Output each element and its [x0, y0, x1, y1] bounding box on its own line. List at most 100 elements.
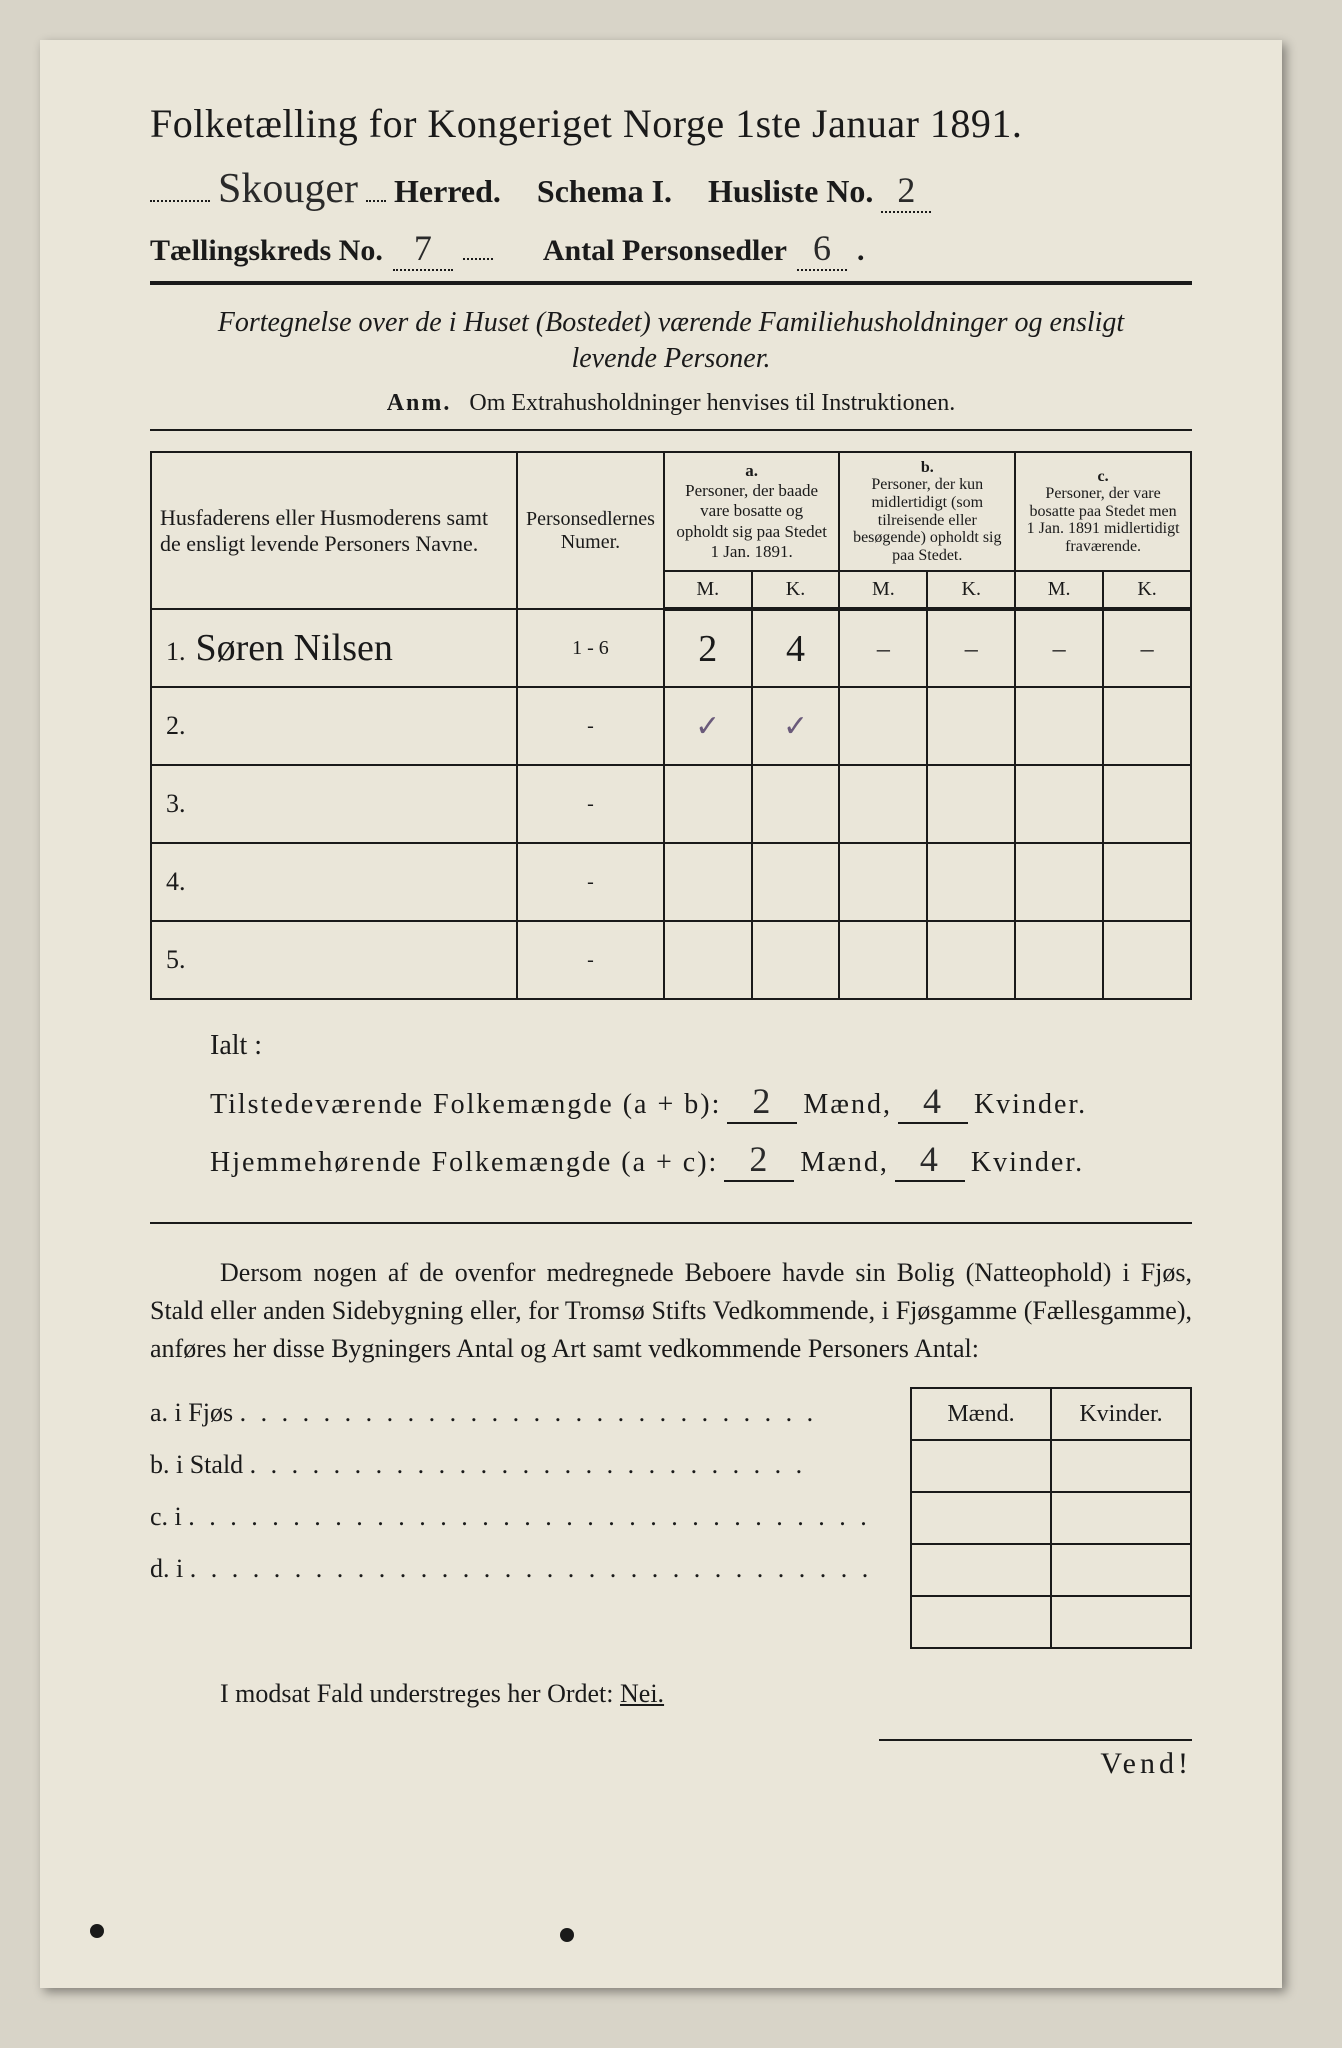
- schema-label: Schema I.: [537, 173, 672, 210]
- mk-cell: [1051, 1596, 1191, 1648]
- table-cell: [1103, 687, 1191, 765]
- table-cell: [1015, 687, 1103, 765]
- mk-th-m: Mænd.: [911, 1388, 1051, 1440]
- row-name: 3.: [151, 765, 517, 843]
- tilstede-m: 2: [752, 1080, 772, 1122]
- fortegnelse-l2: levende Personer.: [571, 343, 770, 374]
- table-cell: [1103, 921, 1191, 999]
- herred-value: Skouger: [218, 165, 358, 213]
- husliste-value: 2: [881, 169, 931, 213]
- mk-cell: [1051, 1440, 1191, 1492]
- th-a: a.Personer, der baade vare bosatte og op…: [664, 452, 840, 572]
- nei-word: Nei.: [620, 1679, 664, 1708]
- th-c: c.Personer, der vare bosatte paa Stedet …: [1015, 452, 1191, 572]
- row-num: -: [517, 765, 664, 843]
- row-num: -: [517, 921, 664, 999]
- divider: [150, 429, 1192, 431]
- kvinder-label: Kvinder.: [974, 1089, 1087, 1121]
- nei-line: I modsat Fald understreges her Ordet: Ne…: [220, 1679, 1192, 1709]
- bygninger-para: Dersom nogen af de ovenfor medregnede Be…: [150, 1254, 1192, 1367]
- hjemme-label: Hjemmehørende Folkemængde (a + c):: [210, 1147, 718, 1179]
- th-num: Personsedlernes Numer.: [517, 452, 664, 610]
- row-name: 5.: [151, 921, 517, 999]
- row-name: 4.: [151, 843, 517, 921]
- table-cell: [1103, 765, 1191, 843]
- th-m: M.: [664, 571, 752, 609]
- th-m: M.: [1015, 571, 1103, 609]
- anm-line: Anm. Om Extrahusholdninger henvises til …: [150, 390, 1192, 417]
- antal-label: Antal Personsedler: [543, 234, 787, 268]
- vend-label: Vend!: [879, 1739, 1192, 1781]
- list-item: c. i . . . . . . . . . . . . . . . . . .…: [150, 1491, 900, 1543]
- th-k: K.: [1103, 571, 1191, 609]
- table-cell: [839, 687, 927, 765]
- page-title: Folketælling for Kongeriget Norge 1ste J…: [150, 100, 1192, 147]
- kreds-label: Tællingskreds No.: [150, 234, 383, 268]
- mk-cell: [911, 1596, 1051, 1648]
- row-name: 1.Søren Nilsen: [151, 609, 517, 687]
- mk-cell: [1051, 1492, 1191, 1544]
- mk-th-k: Kvinder.: [1051, 1388, 1191, 1440]
- hjemme-k: 4: [920, 1138, 940, 1180]
- table-cell: [664, 765, 752, 843]
- table-cell: [664, 843, 752, 921]
- tilstede-k: 4: [923, 1080, 943, 1122]
- row-num: 1 - 6: [517, 609, 664, 687]
- table-cell: [752, 843, 840, 921]
- bygninger-list: a. i Fjøs . . . . . . . . . . . . . . . …: [150, 1387, 900, 1595]
- table-cell: [839, 921, 927, 999]
- table-cell: [752, 765, 840, 843]
- mk-cell: [1051, 1544, 1191, 1596]
- table-cell: –: [839, 609, 927, 687]
- table-cell: –: [927, 609, 1015, 687]
- mk-cell: [911, 1492, 1051, 1544]
- census-table: Husfaderens eller Husmoderens samt de en…: [150, 451, 1192, 1001]
- mk-cell: [911, 1544, 1051, 1596]
- row-name: 2.: [151, 687, 517, 765]
- list-item: a. i Fjøs . . . . . . . . . . . . . . . …: [150, 1387, 900, 1439]
- kreds-line: Tællingskreds No. 7 Antal Personsedler 6…: [150, 227, 1192, 271]
- divider: [150, 281, 1192, 285]
- th-k: K.: [752, 571, 840, 609]
- kreds-value: 7: [414, 227, 432, 269]
- mk-cell: [911, 1440, 1051, 1492]
- list-item: d. i . . . . . . . . . . . . . . . . . .…: [150, 1543, 900, 1595]
- table-cell: [839, 843, 927, 921]
- mk-table: Mænd.Kvinder.: [910, 1387, 1192, 1649]
- anm-label: Anm.: [387, 390, 452, 416]
- nei-pre: I modsat Fald understreges her Ordet:: [220, 1679, 620, 1708]
- table-cell: 4: [752, 609, 840, 687]
- tilstede-label: Tilstedeværende Folkemængde (a + b):: [210, 1089, 721, 1121]
- maend-label: Mænd,: [800, 1147, 889, 1179]
- herred-label: Herred.: [394, 173, 501, 210]
- list-item: b. i Stald . . . . . . . . . . . . . . .…: [150, 1439, 900, 1491]
- table-cell: [1015, 765, 1103, 843]
- ink-dot-icon: [560, 1928, 574, 1942]
- herred-line: Skouger Herred. Schema I. Husliste No. 2: [150, 165, 1192, 213]
- hjemme-m: 2: [749, 1138, 769, 1180]
- fortegnelse: Fortegnelse over de i Huset (Bostedet) v…: [150, 305, 1192, 378]
- table-cell: ✓: [752, 687, 840, 765]
- divider: [150, 1222, 1192, 1224]
- table-cell: [927, 921, 1015, 999]
- table-cell: [752, 921, 840, 999]
- table-cell: –: [1015, 609, 1103, 687]
- tilstede-line: Tilstedeværende Folkemængde (a + b): 2 M…: [210, 1080, 1192, 1124]
- totals-block: Ialt : Tilstedeværende Folkemængde (a + …: [210, 1030, 1192, 1182]
- census-form-page: Folketælling for Kongeriget Norge 1ste J…: [40, 40, 1282, 1988]
- bygninger-block: a. i Fjøs . . . . . . . . . . . . . . . …: [150, 1387, 1192, 1649]
- th-m: M.: [839, 571, 927, 609]
- maend-label: Mænd,: [803, 1089, 892, 1121]
- husliste-label: Husliste No.: [708, 173, 873, 210]
- th-b: b.Personer, der kun midlertidigt (som ti…: [839, 452, 1015, 572]
- anm-text: Om Extrahusholdninger henvises til Instr…: [469, 390, 955, 416]
- table-cell: [1015, 843, 1103, 921]
- table-cell: [839, 765, 927, 843]
- table-cell: [1103, 843, 1191, 921]
- antal-value: 6: [813, 227, 831, 269]
- table-cell: ✓: [664, 687, 752, 765]
- th-k: K.: [927, 571, 1015, 609]
- bygninger-text: Dersom nogen af de ovenfor medregnede Be…: [150, 1258, 1192, 1362]
- table-cell: [927, 843, 1015, 921]
- table-cell: [664, 921, 752, 999]
